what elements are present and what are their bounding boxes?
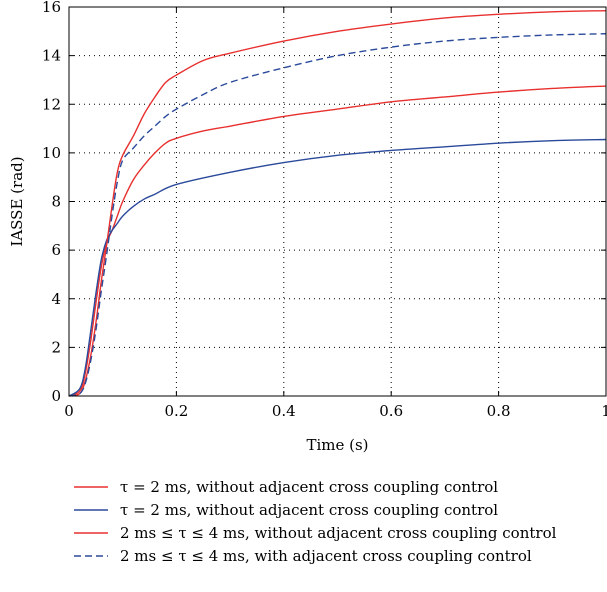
y-tick-label: 12 (42, 95, 61, 113)
legend-label-3: 2 ms ≤ τ ≤ 4 ms, without adjacent cross … (120, 524, 557, 542)
y-axis-label: IASSE (rad) (8, 156, 26, 246)
y-tick-label: 16 (42, 0, 61, 16)
series-line-4 (68, 33, 607, 397)
x-tick-label: 1 (601, 402, 607, 420)
y-tick-label: 4 (51, 290, 61, 308)
x-tick-label: 0.6 (379, 402, 403, 420)
series-line-1 (68, 85, 607, 397)
legend: τ = 2 ms, without adjacent cross couplin… (74, 478, 557, 565)
series-line-3 (68, 9, 607, 397)
series-line-2 (68, 138, 607, 397)
y-tick-label: 8 (51, 193, 61, 211)
legend-label-4: 2 ms ≤ τ ≤ 4 ms, with adjacent cross cou… (120, 547, 532, 565)
x-tick-label: 0.4 (272, 402, 296, 420)
y-tick-label: 6 (51, 241, 61, 259)
x-tick-label: 0.2 (164, 402, 188, 420)
x-axis-label: Time (s) (306, 436, 368, 454)
legend-label-1: τ = 2 ms, without adjacent cross couplin… (120, 478, 498, 496)
x-tick-label: 0.8 (487, 402, 511, 420)
legend-label-2: τ = 2 ms, without adjacent cross couplin… (120, 501, 498, 519)
y-tick-label: 14 (42, 47, 61, 65)
series-lines (68, 9, 607, 397)
y-tick-label: 2 (51, 338, 61, 356)
x-tick-label: 0 (64, 402, 74, 420)
y-tick-label: 0 (51, 387, 61, 405)
y-tick-label: 10 (42, 144, 61, 162)
grid (69, 7, 606, 396)
